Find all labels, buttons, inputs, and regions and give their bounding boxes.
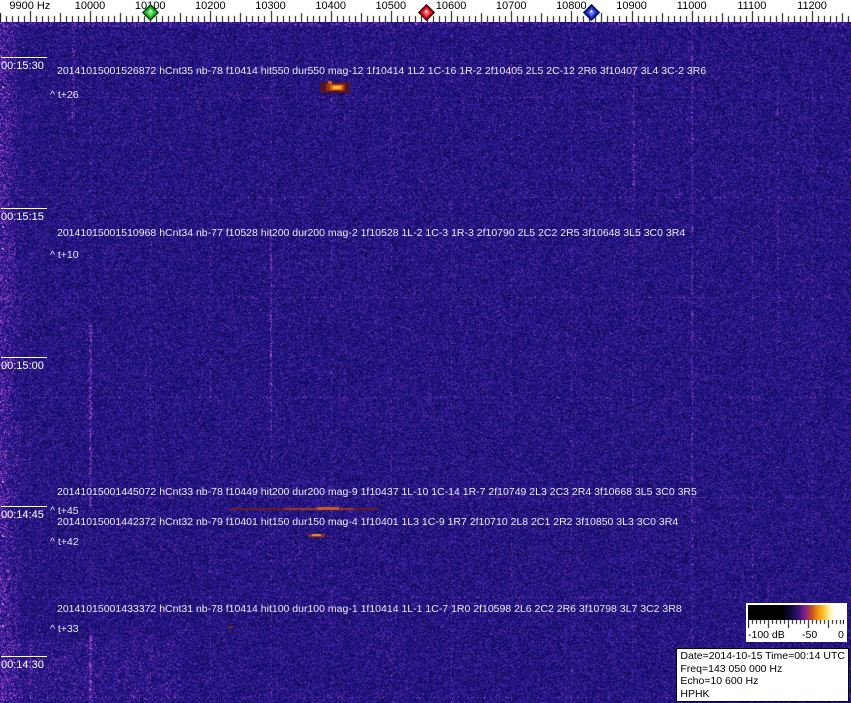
ruler-label: 10200 [195,0,226,12]
ruler-label: 9900 Hz [9,0,51,12]
db-color-legend: -100 dB -50 0 [746,603,847,642]
red-diamond-marker[interactable] [418,3,436,22]
ruler-label: 10800 [556,0,587,12]
blue-diamond-marker[interactable] [583,3,601,22]
db-legend-label: -50 [802,629,818,641]
db-legend-tick-marks [748,620,844,629]
ruler-label: 10000 [74,0,106,12]
ruler-label: 11000 [676,0,707,12]
status-info-line: HPHK [680,687,710,700]
db-legend-label: 0 [838,629,844,641]
status-info-line: Date=2014-10-15 Time=00:14 UTC [680,650,845,662]
ruler-label: 10600 [435,0,467,12]
green-diamond-marker[interactable] [141,3,159,22]
ruler-label: 10400 [315,0,346,12]
status-info-box: Date=2014-10-15 Time=00:14 UTC Freq=143 0… [676,648,849,702]
ruler-label: 10900 [616,0,647,12]
ruler-label: 10500 [375,0,407,12]
db-gradient-bar [748,605,844,620]
frequency-ruler: 9900 Hz100001010010200103001040010500106… [0,0,851,22]
status-info-line: Echo=10 600 Hz [680,675,759,687]
ruler-label: 11100 [737,0,767,12]
db-legend-label: -100 dB [748,629,785,641]
ruler-label: 10700 [495,0,527,12]
status-info-line: Freq=143 050 000 Hz [680,662,783,675]
ruler-label: 10300 [255,0,286,12]
ruler-label: 11200 [797,0,827,12]
